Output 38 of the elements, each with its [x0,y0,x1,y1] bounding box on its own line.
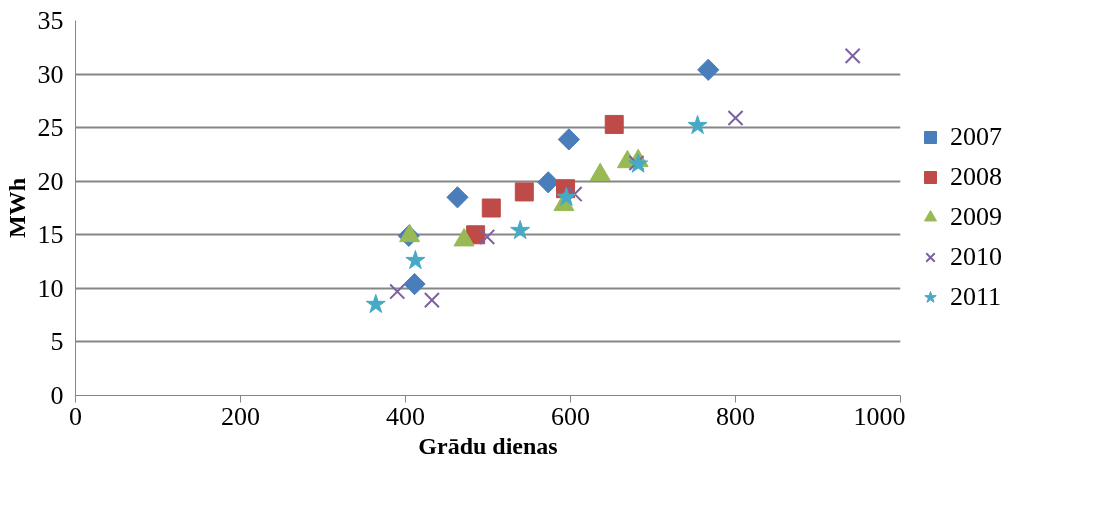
y-tick-label: 35 [37,6,64,35]
point [604,114,624,134]
point [446,186,469,209]
legend-label: 2009 [950,202,1002,232]
x-axis-title: Grādu dienas [418,432,558,459]
legend-label: 2007 [950,122,1002,152]
point [403,272,426,296]
point [479,228,496,245]
point [514,182,534,202]
y-tick-label: 15 [37,220,64,250]
point [687,115,708,135]
point [423,292,440,309]
legend-label: 2011 [950,282,1002,312]
y-axis-title: MWh [3,178,30,238]
x-tick-label: 800 [716,401,755,431]
legend-label: 2008 [950,162,1002,192]
y-tick-label: 0 [50,381,64,410]
point [557,128,580,151]
y-tick-label: 30 [37,59,64,89]
y-tick-label: 5 [50,327,64,357]
x-tick-label: 600 [551,401,590,431]
x-tick-label: 200 [221,401,260,431]
y-tick-label: 25 [37,113,64,143]
x-tick-label: 400 [386,401,425,431]
point [844,47,861,64]
point [510,220,531,240]
point [365,293,386,314]
point [389,283,406,300]
point [697,58,720,81]
point [405,250,426,270]
x-tick-label: 1000 [853,401,906,431]
point [566,186,583,203]
point [481,198,501,218]
point [556,186,577,206]
y-tick-label: 20 [37,166,64,196]
point [727,109,744,127]
y-tick-label: 10 [37,273,64,303]
legend-label: 2010 [950,242,1002,272]
